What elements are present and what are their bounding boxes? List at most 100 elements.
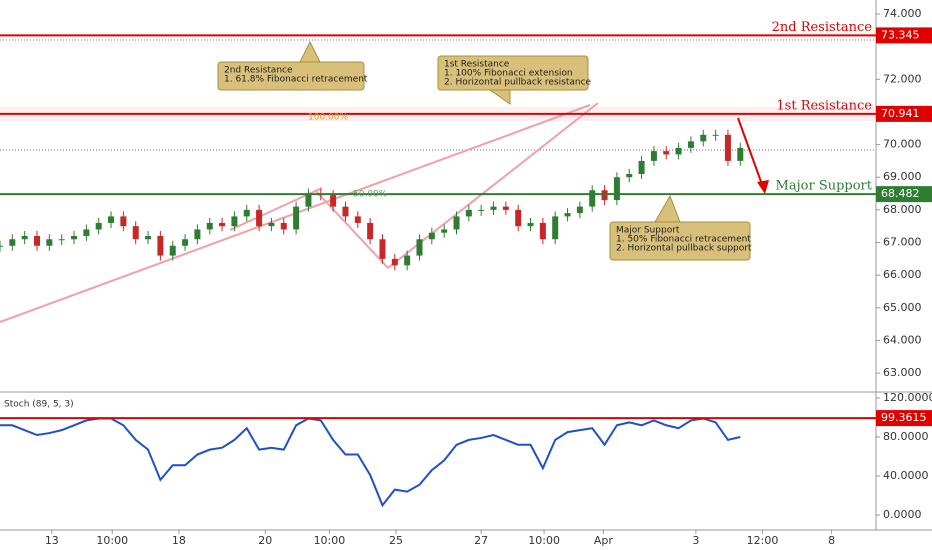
y-tick-label: 67.000 bbox=[883, 236, 922, 249]
candle-body bbox=[95, 222, 102, 230]
candle-body bbox=[157, 235, 164, 256]
x-tick-label: 10:00 bbox=[96, 534, 128, 547]
candle-body bbox=[243, 209, 250, 217]
x-tick-label: 8 bbox=[828, 534, 835, 547]
x-tick-label: 18 bbox=[172, 534, 186, 547]
arrow-head bbox=[757, 180, 769, 194]
x-tick-label: 12:00 bbox=[747, 534, 779, 547]
y-tick-label: 74.000 bbox=[883, 7, 922, 20]
candle-body bbox=[737, 147, 744, 161]
arrow bbox=[737, 117, 765, 191]
candle-body bbox=[58, 239, 65, 241]
candle-body bbox=[687, 141, 694, 148]
candle-body bbox=[712, 134, 719, 136]
candle-body bbox=[515, 209, 522, 227]
candle-body bbox=[564, 213, 571, 217]
candle-body bbox=[120, 216, 127, 227]
candle-body bbox=[552, 216, 559, 240]
candle-body bbox=[342, 206, 349, 217]
x-tick-label: 3 bbox=[692, 534, 699, 547]
fib-label: 100.00% bbox=[308, 113, 348, 123]
candle-body bbox=[83, 229, 90, 236]
candle-body bbox=[527, 222, 534, 227]
level-name: Major Support bbox=[776, 179, 873, 194]
callout-text: 2. Horizontal pullback resistance bbox=[444, 78, 592, 88]
candle-body bbox=[46, 239, 53, 246]
candle-body bbox=[391, 258, 398, 266]
price-tag-label: 99.3615 bbox=[881, 411, 927, 424]
candle-body bbox=[206, 222, 213, 230]
candle-body bbox=[71, 235, 78, 240]
candle-body bbox=[465, 209, 472, 217]
callout-text: 1. 100% Fibonacci extension bbox=[444, 69, 573, 79]
candle-body bbox=[601, 190, 608, 201]
candle-body bbox=[428, 232, 435, 240]
y-tick-label: 120.0000 bbox=[883, 391, 932, 404]
candle-body bbox=[663, 151, 670, 155]
callout-text: Major Support bbox=[616, 226, 680, 236]
candle-body bbox=[539, 222, 546, 240]
y-tick-label: 68.000 bbox=[883, 203, 922, 216]
callout-text: 1st Resistance bbox=[444, 60, 510, 70]
indicator-name: Stoch (89, 5, 3) bbox=[4, 400, 74, 410]
candle-body bbox=[490, 206, 497, 210]
candle-body bbox=[626, 173, 633, 178]
y-tick-label: 66.000 bbox=[883, 268, 922, 281]
x-tick-label: 10:00 bbox=[528, 534, 560, 547]
callout bbox=[437, 55, 589, 91]
x-tick-label: 25 bbox=[389, 534, 403, 547]
candle-body bbox=[293, 206, 300, 230]
candle-body bbox=[650, 151, 657, 161]
candle-body bbox=[182, 239, 189, 246]
callout-text: 2. Horizontal pullback support bbox=[616, 244, 752, 254]
trend-line bbox=[314, 189, 389, 269]
x-tick-label: 10:00 bbox=[314, 534, 346, 547]
callout-pointer bbox=[299, 40, 321, 63]
level-name: 2nd Resistance bbox=[772, 20, 873, 35]
price-tag bbox=[876, 186, 932, 203]
y-tick-label: 80.0000 bbox=[883, 430, 929, 443]
candle-body bbox=[724, 134, 731, 161]
candle-body bbox=[21, 235, 28, 240]
candle-body bbox=[354, 216, 361, 223]
indicator-line bbox=[0, 417, 741, 508]
level-name: 1st Resistance bbox=[776, 98, 872, 113]
y-tick-label: 72.000 bbox=[883, 72, 922, 85]
price-tag-label: 68.482 bbox=[881, 187, 920, 200]
candle-body bbox=[700, 134, 707, 142]
candle-body bbox=[502, 206, 509, 210]
trend-line bbox=[387, 102, 599, 269]
candle-body bbox=[219, 222, 226, 227]
candle-body bbox=[0, 245, 3, 247]
x-tick-label: 27 bbox=[474, 534, 488, 547]
candle-body bbox=[305, 193, 312, 207]
candle-body bbox=[108, 216, 115, 223]
candle-body bbox=[613, 177, 620, 201]
candle-body bbox=[280, 222, 287, 230]
y-tick-label: 70.000 bbox=[883, 138, 922, 151]
price-tag bbox=[876, 410, 932, 427]
price-tag bbox=[876, 105, 932, 122]
callout-pointer bbox=[654, 194, 681, 223]
x-tick-label: 20 bbox=[258, 534, 272, 547]
candle-body bbox=[453, 216, 460, 230]
candle-body bbox=[9, 239, 16, 246]
candle-body bbox=[576, 206, 583, 214]
candle-body bbox=[379, 239, 386, 259]
price-tag bbox=[876, 27, 932, 44]
x-tick-label: Apr bbox=[594, 534, 614, 547]
fib-label: 50.00% bbox=[353, 190, 388, 200]
y-tick-label: 65.000 bbox=[883, 301, 922, 314]
candle-body bbox=[169, 245, 176, 256]
callout-text: 1. 50% Fibonacci retracement bbox=[616, 235, 751, 245]
candle-body bbox=[367, 222, 374, 240]
callout-pointer bbox=[489, 89, 511, 105]
candle-body bbox=[441, 229, 448, 233]
candle-body bbox=[675, 147, 682, 155]
candle-body bbox=[416, 239, 423, 256]
y-tick-label: 69.000 bbox=[883, 170, 922, 183]
callout bbox=[609, 221, 751, 261]
candle-body bbox=[34, 235, 41, 246]
